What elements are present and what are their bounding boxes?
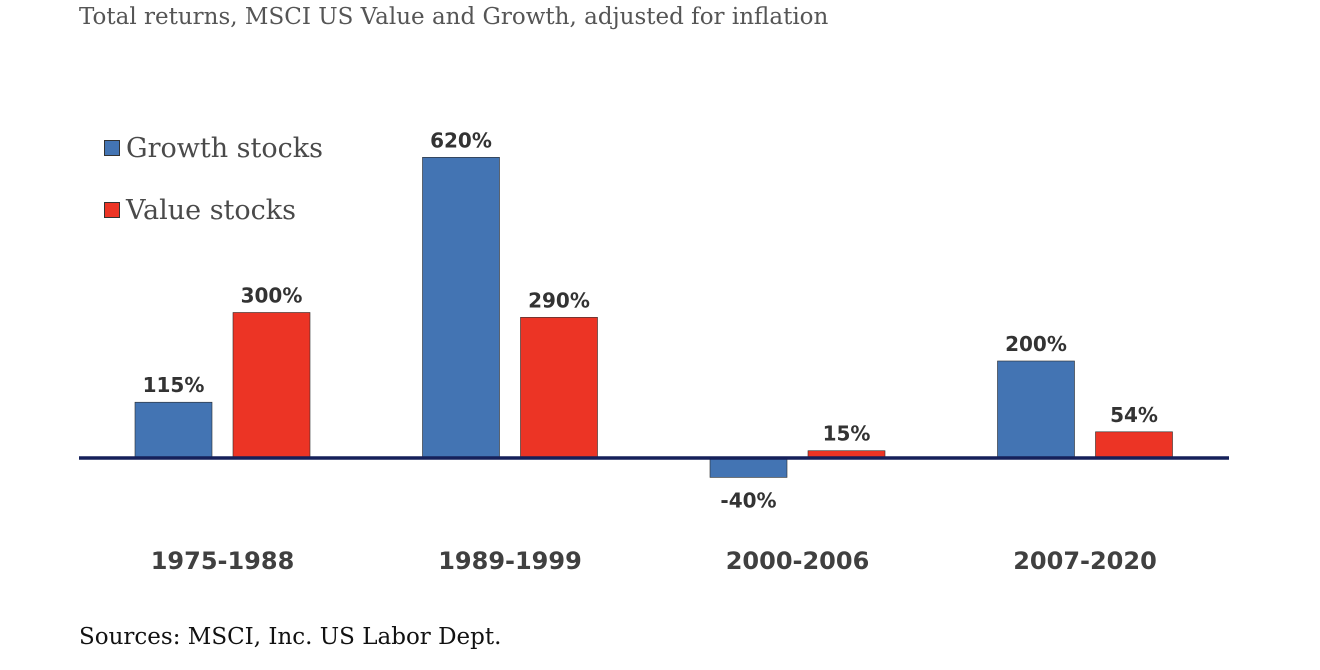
chart-legend: Growth stocks Value stocks bbox=[104, 130, 323, 254]
legend-swatch-growth bbox=[104, 140, 120, 156]
bar-growth-2000-2006 bbox=[709, 457, 788, 478]
category-label-2000-2006: 2000-2006 bbox=[726, 547, 870, 575]
bar-growth-1975-1988 bbox=[134, 401, 213, 459]
bar-value-1975-1988 bbox=[232, 312, 311, 459]
data-label-value-2000-2006: 15% bbox=[823, 422, 871, 446]
data-label-value-1975-1988: 300% bbox=[241, 284, 303, 308]
legend-label-growth: Growth stocks bbox=[126, 132, 323, 164]
data-label-growth-2007-2020: 200% bbox=[1005, 332, 1067, 356]
data-label-growth-2000-2006: -40% bbox=[720, 488, 776, 512]
data-label-growth-1975-1988: 115% bbox=[143, 373, 205, 397]
legend-swatch-value bbox=[104, 202, 120, 218]
bar-value-2007-2020 bbox=[1095, 431, 1173, 459]
bar-value-1989-1999 bbox=[520, 317, 598, 459]
legend-item-growth: Growth stocks bbox=[104, 130, 323, 166]
bar-growth-1989-1999 bbox=[422, 157, 500, 459]
category-label-1989-1999: 1989-1999 bbox=[438, 547, 582, 575]
data-label-growth-1989-1999: 620% bbox=[430, 128, 492, 152]
source-note: Sources: MSCI, Inc. US Labor Dept. bbox=[79, 624, 502, 650]
legend-item-value: Value stocks bbox=[104, 192, 323, 228]
legend-label-value: Value stocks bbox=[126, 194, 297, 226]
chart-title: Total returns, MSCI US Value and Growth,… bbox=[79, 4, 829, 30]
bar-growth-2007-2020 bbox=[997, 360, 1075, 459]
data-label-value-1989-1999: 290% bbox=[528, 288, 590, 312]
category-label-2007-2020: 2007-2020 bbox=[1013, 547, 1157, 575]
data-label-value-2007-2020: 54% bbox=[1110, 403, 1158, 427]
category-label-1975-1988: 1975-1988 bbox=[151, 547, 295, 575]
